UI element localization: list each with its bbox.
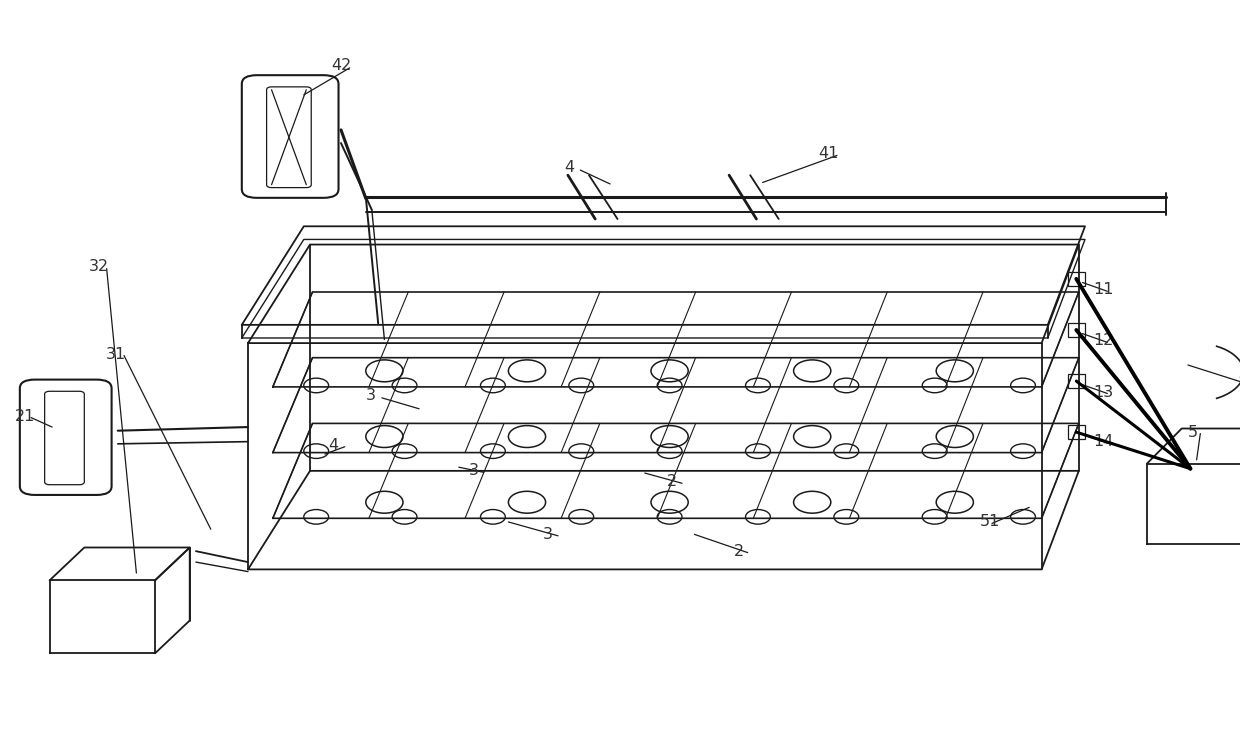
Text: 4: 4 (564, 161, 574, 175)
Text: 51: 51 (980, 515, 999, 529)
Text: 12: 12 (1094, 334, 1114, 348)
Text: 4: 4 (329, 438, 339, 453)
Text: 1: 1 (1238, 376, 1240, 391)
Text: 31: 31 (105, 347, 125, 361)
Text: 14: 14 (1094, 434, 1114, 449)
Text: 3: 3 (366, 388, 376, 403)
Text: 32: 32 (89, 259, 109, 274)
Text: 42: 42 (331, 58, 351, 73)
Text: 3: 3 (543, 527, 553, 542)
Text: 21: 21 (15, 409, 35, 423)
Text: 5: 5 (1188, 425, 1198, 439)
Text: 11: 11 (1094, 283, 1115, 297)
Text: 2: 2 (734, 544, 744, 558)
Text: 3: 3 (469, 464, 479, 478)
Bar (1068, 425, 1085, 439)
Bar (1068, 374, 1085, 388)
Text: 2: 2 (667, 474, 677, 489)
Bar (1068, 323, 1085, 337)
Text: 13: 13 (1094, 385, 1114, 399)
Bar (1068, 272, 1085, 286)
Text: 41: 41 (818, 146, 838, 161)
